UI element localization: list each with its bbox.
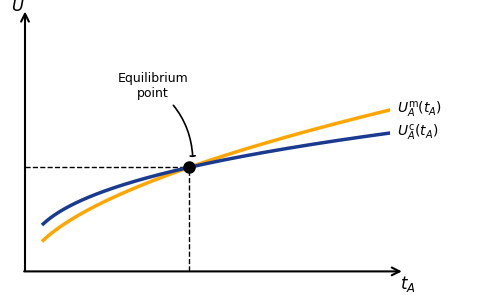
Text: $U_A^\mathrm{c}(t_A)$: $U_A^\mathrm{c}(t_A)$ — [398, 123, 438, 143]
Text: Equilibrium
point: Equilibrium point — [118, 72, 195, 156]
Text: $U$: $U$ — [11, 0, 24, 15]
Text: $U_A^\mathrm{m}(t_A)$: $U_A^\mathrm{m}(t_A)$ — [398, 100, 442, 120]
Text: $t_A$: $t_A$ — [400, 274, 416, 294]
